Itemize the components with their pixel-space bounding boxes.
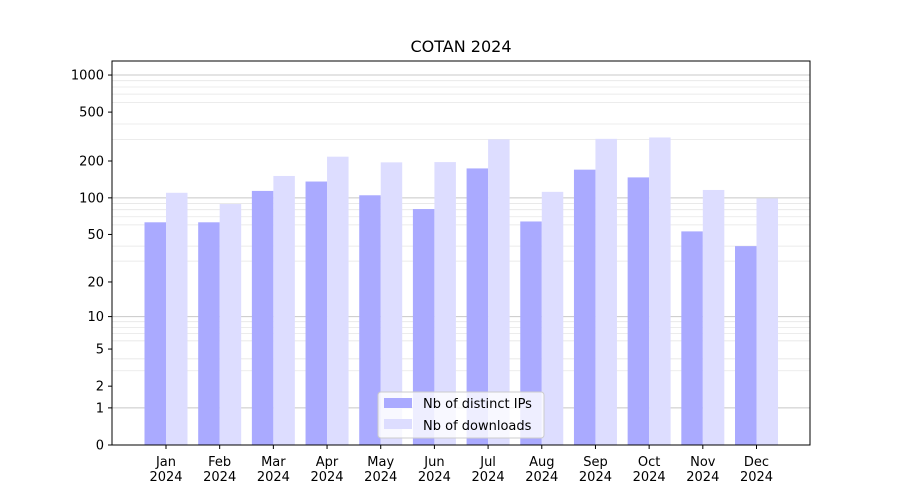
- x-tick-label: Apr 2024: [310, 455, 343, 485]
- bar-downloads: [595, 138, 617, 446]
- x-tick-label-line: 2024: [740, 470, 773, 485]
- bar-distinct-ips: [681, 231, 703, 445]
- bar-distinct-ips: [466, 168, 489, 445]
- legend-label-distinct-ips: Nb of distinct IPs: [423, 397, 532, 412]
- x-tick-label-line: 2024: [633, 470, 666, 485]
- x-tick-label-line: Feb: [208, 455, 231, 470]
- y-tick-label: 0: [96, 439, 104, 454]
- bar-downloads: [756, 198, 778, 445]
- x-tick-label-line: Oct: [638, 455, 660, 470]
- bar-layer: [144, 137, 778, 446]
- x-tick-label-line: Jul: [479, 455, 496, 470]
- legend-box: [377, 391, 545, 439]
- y-tick-label: 200: [79, 155, 104, 170]
- bar-distinct-ips: [251, 190, 274, 445]
- x-tick-label-line: 2024: [203, 470, 236, 485]
- chart-title: COTAN 2024: [410, 37, 511, 56]
- legend: Nb of distinct IPs Nb of downloads: [377, 391, 545, 439]
- y-tick-label: 100: [79, 191, 104, 206]
- bar-downloads: [649, 137, 671, 445]
- bar-downloads: [702, 189, 725, 445]
- y-tick-label: 500: [79, 106, 104, 121]
- x-tick-label-line: 2024: [686, 470, 719, 485]
- bar-distinct-ips: [520, 221, 542, 445]
- x-tick-label: May 2024: [364, 455, 397, 485]
- bar-distinct-ips: [198, 222, 220, 445]
- bar-downloads: [219, 204, 242, 445]
- bar-downloads: [541, 191, 564, 445]
- legend-swatch-downloads: [384, 419, 412, 429]
- bar-distinct-ips: [305, 181, 328, 445]
- x-tick-label: Oct 2024: [633, 455, 666, 485]
- bar-downloads: [380, 162, 403, 445]
- legend-swatch-distinct-ips: [384, 398, 412, 408]
- x-tick-label-line: 2024: [149, 470, 182, 485]
- y-tick-label: 1000: [71, 69, 104, 84]
- x-tick-label-line: 2024: [472, 470, 505, 485]
- x-tick-label-line: Dec: [744, 455, 769, 470]
- x-tick-label-line: 2024: [418, 470, 451, 485]
- x-tick-label: Mar 2024: [257, 455, 290, 485]
- bar-downloads: [327, 156, 349, 445]
- y-tick-label: 1: [96, 401, 104, 416]
- x-tick-label: Aug 2024: [525, 455, 558, 485]
- bar-distinct-ips: [359, 195, 381, 445]
- bar-distinct-ips: [144, 222, 166, 445]
- x-tick-label: Jul 2024: [472, 455, 505, 485]
- x-tick-label-line: Jun: [423, 455, 444, 470]
- plot-frame: [111, 60, 811, 446]
- x-tick-label-line: Apr: [316, 455, 339, 470]
- bar-distinct-ips: [412, 209, 435, 445]
- x-tick-label-line: Aug: [529, 455, 554, 470]
- bar-distinct-ips: [735, 246, 757, 445]
- x-tick-label-line: Mar: [261, 455, 286, 470]
- bar-downloads: [434, 162, 456, 445]
- x-tick-label-line: Jan: [155, 455, 176, 470]
- x-tick-label-line: Nov: [690, 455, 716, 470]
- x-tick-label-line: 2024: [310, 470, 343, 485]
- bar-downloads: [488, 139, 510, 445]
- x-tick-label: Nov 2024: [686, 455, 719, 485]
- x-tick-label: Jan 2024: [149, 455, 182, 485]
- bar-downloads: [166, 192, 188, 445]
- y-tick-label: 5: [96, 343, 104, 358]
- x-tick-label-line: 2024: [579, 470, 612, 485]
- x-tick-label: Dec 2024: [740, 455, 773, 485]
- x-tick-label-line: 2024: [364, 470, 397, 485]
- legend-label-downloads: Nb of downloads: [423, 419, 532, 434]
- x-tick-label: Sep 2024: [579, 455, 612, 485]
- x-tick-label-line: 2024: [257, 470, 290, 485]
- x-tick-label-line: 2024: [525, 470, 558, 485]
- x-tick-label-line: May: [367, 455, 394, 470]
- x-tick-label-line: Sep: [583, 455, 608, 470]
- x-tick-label: Jun 2024: [418, 455, 451, 485]
- y-tick-label: 20: [87, 275, 104, 290]
- x-tick-label: Feb 2024: [203, 455, 236, 485]
- bar-distinct-ips: [573, 169, 596, 446]
- y-tick-label: 10: [87, 310, 104, 325]
- y-tick-label: 2: [96, 380, 104, 395]
- bar-downloads: [273, 175, 295, 445]
- bar-distinct-ips: [627, 177, 650, 446]
- y-tick-label: 50: [87, 228, 104, 243]
- y-axis: 0 1 2 5 10 20 50 100 200 500 1000: [71, 69, 112, 454]
